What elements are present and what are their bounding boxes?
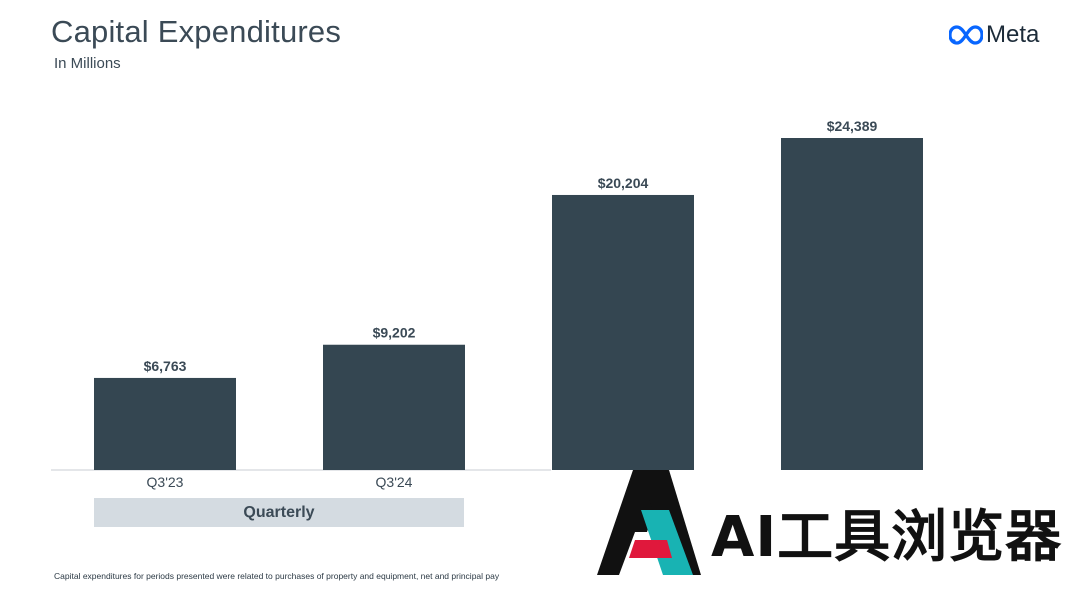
- value-label-0: $6,763: [144, 358, 187, 374]
- page-subtitle: In Millions: [54, 55, 121, 72]
- meta-logo-text: Meta: [986, 21, 1040, 48]
- meta-infinity-icon: [949, 25, 983, 45]
- bar-0: [94, 377, 236, 470]
- watermark-text: AI工具浏览器: [711, 505, 1063, 570]
- value-label-1: $9,202: [373, 325, 416, 341]
- category-label-1: Q3'24: [376, 474, 413, 490]
- bar-2: [552, 194, 694, 471]
- meta-logo: Meta: [949, 20, 1039, 50]
- page-title: Capital Expenditures: [51, 14, 342, 49]
- bar-1: [323, 344, 465, 470]
- category-label-0: Q3'23: [147, 474, 184, 490]
- watermark-overlay: AI工具浏览器: [593, 470, 1080, 593]
- bar-3: [781, 138, 923, 470]
- quarterly-group-box: Quarterly: [94, 498, 464, 527]
- quarterly-group-label: Quarterly: [243, 503, 315, 521]
- value-label-3: $24,389: [827, 118, 878, 134]
- value-label-2: $20,204: [598, 175, 649, 191]
- footnote: Capital expenditures for periods present…: [54, 571, 500, 581]
- watermark-a-logo-icon: [597, 470, 701, 575]
